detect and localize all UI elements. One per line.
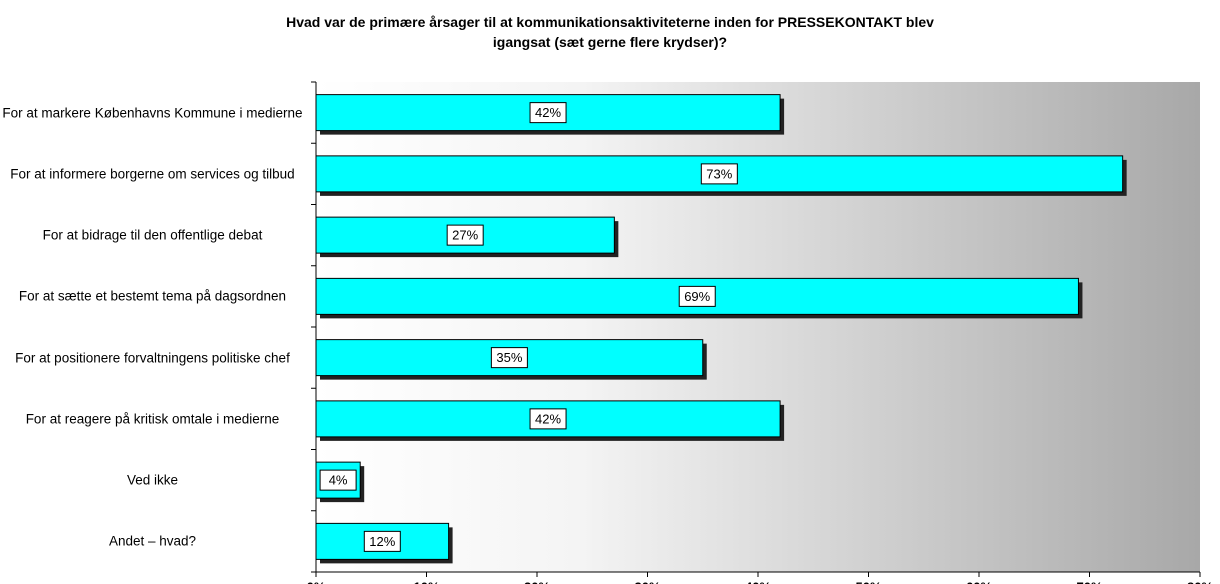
chart-title: Hvad var de primære årsager til at kommu… [286, 14, 934, 50]
value-label-box [490, 347, 528, 369]
value-label: 4% [329, 473, 348, 488]
x-tick-label: 20% [524, 579, 550, 584]
value-label: 35% [496, 350, 522, 365]
y-tick-label: For at reagere på kritisk omtale i medie… [25, 411, 280, 427]
y-tick-label: For at informere borgerne om services og… [10, 166, 295, 182]
x-tick-label: 70% [1076, 579, 1102, 584]
value-label-box [678, 285, 716, 307]
y-tick-label: Ved ikke [126, 472, 179, 488]
value-label-box [363, 530, 401, 552]
value-label-box [529, 408, 567, 430]
value-label-box [529, 102, 567, 124]
y-tick-label: For at markere Københavns Kommune i medi… [2, 105, 303, 121]
x-tick-label: 10% [413, 579, 439, 584]
value-label: 73% [706, 166, 732, 181]
x-tick-label: 30% [634, 579, 660, 584]
value-label: 42% [535, 411, 561, 426]
bar [315, 522, 450, 560]
x-tick-label: 0% [307, 579, 326, 584]
value-label: 42% [535, 105, 561, 120]
value-label: 27% [452, 228, 478, 243]
y-tick-label: For at sætte et bestemt tema på dagsordn… [18, 288, 287, 304]
x-tick-label: 40% [745, 579, 771, 584]
y-tick-label: For at positionere forvaltningens politi… [15, 350, 290, 366]
bar [315, 216, 615, 254]
x-tick-label: 50% [855, 579, 881, 584]
value-label-box [700, 163, 738, 185]
y-tick-label: For at bidrage til den offentlige debat [42, 227, 263, 243]
value-label-box [446, 224, 484, 246]
x-tick-label: 80% [1187, 579, 1213, 584]
value-label-box [319, 469, 357, 491]
y-tick-label: Andet – hvad? [108, 533, 197, 549]
x-tick-label: 60% [966, 579, 992, 584]
value-label: 12% [369, 534, 395, 549]
value-label: 69% [684, 289, 710, 304]
